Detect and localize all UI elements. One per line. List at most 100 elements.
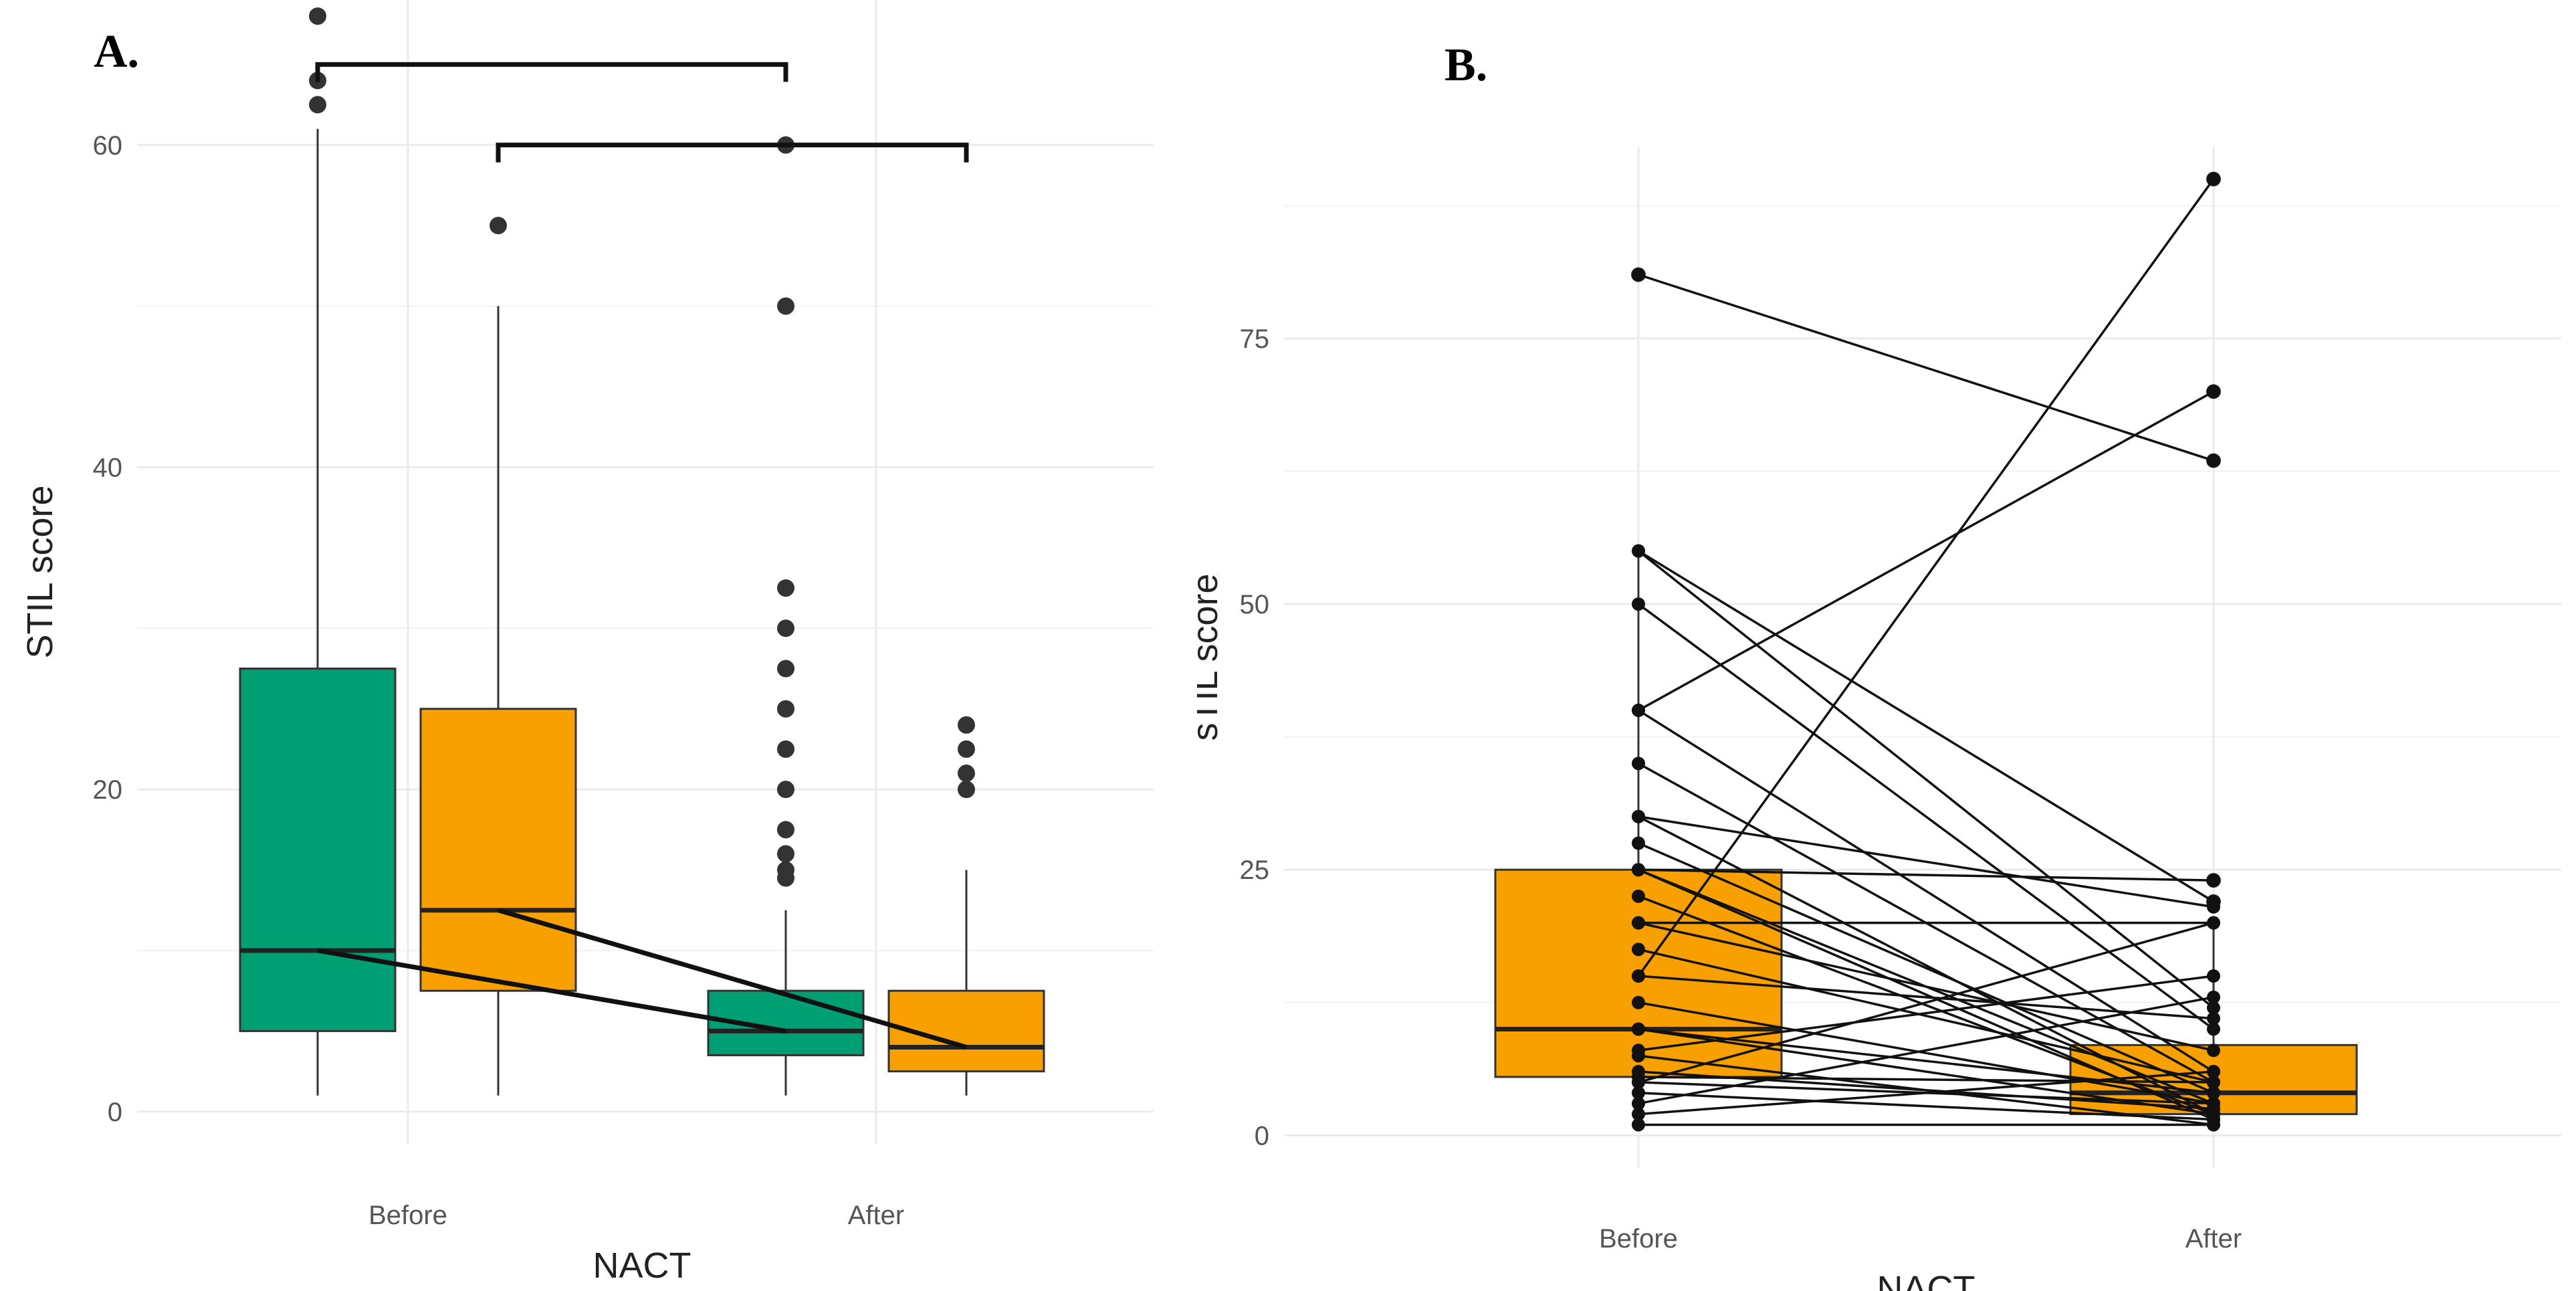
paired-point-after <box>2207 454 2220 468</box>
paired-line <box>1638 1092 2214 1121</box>
paired-line <box>1638 948 2214 1084</box>
median-connector-group2 <box>498 908 967 1050</box>
median-connector-group1 <box>317 948 786 1033</box>
paired-line <box>1638 975 2214 1052</box>
paired-line <box>1638 815 2214 908</box>
box-group1-after-outlier-point <box>777 579 794 597</box>
significance-bracket-group2 <box>496 142 969 163</box>
significance-bracket-group1 <box>315 62 788 82</box>
y-tick-label: 60 <box>93 131 123 161</box>
y-tick-label: 50 <box>1240 590 1270 619</box>
box-group1-after-outlier-point <box>777 861 794 879</box>
paired-boxplot-chart-b: 0 25 50 75 Before After NACT sTIL score B. <box>1197 39 2561 1291</box>
y-tick-label: 0 <box>1255 1121 1269 1151</box>
y-tick-label: 40 <box>93 453 123 482</box>
paired-point-after <box>2207 1044 2220 1058</box>
box-group2-before-outlier-point <box>490 217 507 235</box>
paired-point-after <box>2207 900 2220 914</box>
box-group2-after-outlier-point <box>958 765 975 783</box>
paired-point-before <box>1632 1107 1645 1121</box>
x-axis-title: NACT <box>593 1246 691 1286</box>
paired-point-before <box>1632 703 1645 717</box>
y-tick-label: 75 <box>1240 324 1270 354</box>
box-group1-after-outlier-point <box>777 740 794 758</box>
paired-line <box>1638 921 2214 1084</box>
paired-point-before <box>1632 1075 1645 1089</box>
box-group1-after-outlier-point <box>777 297 794 315</box>
paired-line <box>1638 996 2214 1105</box>
paired-point-after <box>2207 1118 2220 1132</box>
paired-point-before <box>1632 757 1645 771</box>
paired-point-before <box>1632 916 1645 930</box>
paired-point-after <box>2207 874 2220 888</box>
paired-line <box>1638 868 2214 882</box>
x-tick-label: After <box>848 1201 904 1230</box>
x-tick-label: Before <box>1599 1224 1678 1254</box>
box-group1-before-outlier-point <box>309 7 326 25</box>
y-tick-label: 20 <box>93 775 123 805</box>
paired-point-before <box>1632 268 1645 282</box>
paired-point-before <box>1632 1022 1645 1036</box>
paired-line <box>1638 273 2214 462</box>
box-group2-before <box>419 708 577 992</box>
paired-point-after <box>2207 1086 2220 1100</box>
paired-point-after <box>2207 1022 2220 1036</box>
box-group1-after-outlier-point <box>777 821 794 839</box>
paired-point-before <box>1632 1086 1645 1100</box>
paired-point-after <box>2207 1001 2220 1015</box>
box-group2-after-outlier-point <box>958 740 975 758</box>
paired-point-after <box>2207 385 2220 399</box>
paired-point-before <box>1632 544 1645 558</box>
paired-line <box>1637 603 2215 1030</box>
box-group1-after-outlier-point <box>777 845 794 863</box>
paired-point-after <box>2207 916 2220 930</box>
paired-line <box>1638 1076 2214 1084</box>
paired-point-before <box>1632 597 1645 611</box>
paired-point-before <box>1632 969 1645 983</box>
box-group1-after-outlier-point <box>777 660 794 678</box>
paired-point-before <box>1632 836 1645 850</box>
y-tick-label: 0 <box>108 1098 122 1127</box>
paired-point-after <box>2207 1075 2220 1089</box>
paired-line <box>1638 975 2214 1020</box>
paired-point-before <box>1632 809 1645 823</box>
paired-point-after <box>2207 1011 2220 1025</box>
paired-line <box>1638 550 2214 903</box>
paired-point-after <box>2207 172 2220 186</box>
paired-point-after <box>2207 969 2220 983</box>
paired-point-before <box>1632 1049 1645 1063</box>
paired-point-before <box>1632 889 1645 903</box>
x-tick-label: Before <box>368 1201 447 1230</box>
paired-point-after <box>2207 990 2220 1004</box>
paired-line <box>1638 1001 2214 1105</box>
paired-line <box>1637 550 2215 1009</box>
box-group1-after-outlier-point <box>777 619 794 637</box>
x-tick-label: After <box>2185 1224 2242 1254</box>
box-group2-after-outlier-point <box>958 781 975 799</box>
box-group1-after-outlier-point <box>777 781 794 799</box>
paired-point-before <box>1632 995 1645 1009</box>
paired-point-after <box>2207 1065 2220 1079</box>
chart-panel-b: 0 25 50 75 Before After NACT sTIL score B. <box>1197 0 2576 1291</box>
paired-line <box>1638 841 2214 1094</box>
box-group1-after-outlier-point <box>777 700 794 718</box>
y-tick-label: 25 <box>1240 856 1270 885</box>
x-axis-title: NACT <box>1877 1269 1975 1291</box>
paired-point-before <box>1632 1096 1645 1110</box>
chart-panel-a: 0 20 40 60 Before After NACT STIL score A. <box>0 0 1190 1291</box>
paired-line <box>1638 921 2214 1052</box>
paired-point-after <box>2207 1096 2220 1110</box>
y-axis-title: sTIL score <box>1197 573 1225 740</box>
paired-point-before <box>1632 1118 1645 1132</box>
box-group2-after-outlier-point <box>958 716 975 734</box>
box-group1-before <box>239 668 397 1032</box>
panel-label: B. <box>1444 39 1487 91</box>
panel-label: A. <box>94 26 139 78</box>
boxplot-chart-a: 0 20 40 60 Before After NACT STIL score A. <box>20 0 1154 1286</box>
paired-line <box>1638 1070 2214 1116</box>
box-group1-before-outlier-point <box>309 96 326 114</box>
paired-point-before <box>1632 942 1645 957</box>
paired-line <box>1637 178 2215 977</box>
y-axis-title: STIL score <box>20 485 60 658</box>
paired-line <box>1638 390 2214 712</box>
